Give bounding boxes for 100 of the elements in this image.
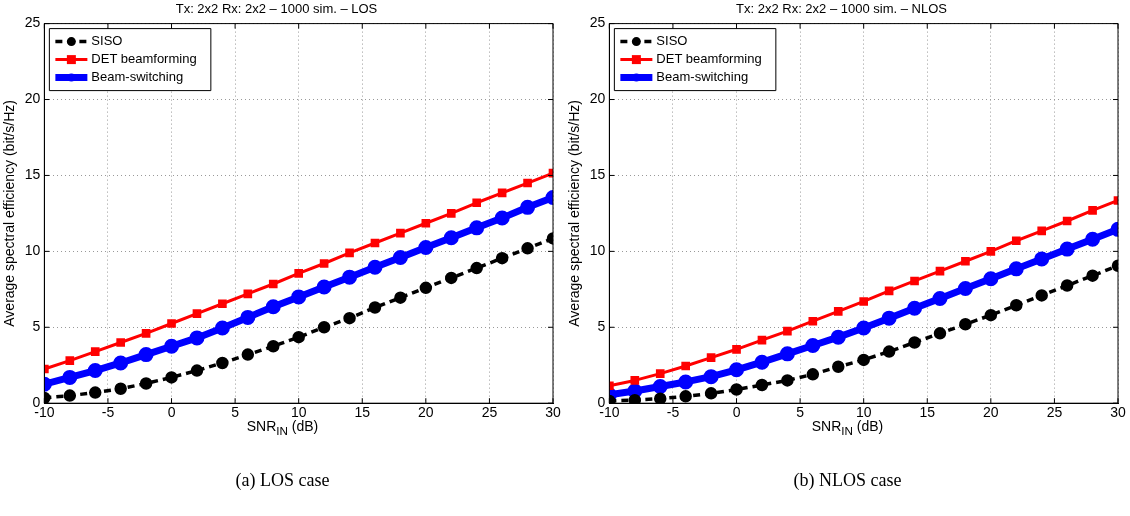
x-tick-label: 20: [418, 404, 434, 421]
point: [265, 299, 281, 315]
x-tick-label: 5: [796, 404, 805, 421]
point: [704, 387, 718, 400]
legend-label: DET beamforming: [656, 51, 762, 67]
point: [781, 374, 794, 387]
point: [138, 347, 154, 363]
point: [881, 310, 897, 326]
chart-title: Tx: 2x2 Rx: 2x2 – 1000 sim. – NLOS: [736, 1, 948, 17]
point: [984, 308, 998, 322]
point: [343, 311, 356, 325]
x-tick-label: 20: [983, 404, 999, 421]
point: [291, 289, 307, 305]
point: [933, 327, 947, 340]
point: [630, 376, 640, 385]
x-tick-label: 5: [231, 404, 240, 421]
point: [116, 338, 125, 347]
point: [935, 266, 945, 276]
point: [1059, 241, 1075, 257]
point: [443, 230, 459, 246]
point: [703, 369, 719, 385]
point: [319, 259, 329, 268]
point: [908, 336, 921, 349]
point: [216, 356, 229, 370]
point: [494, 210, 510, 226]
point: [165, 371, 178, 384]
point: [1035, 289, 1048, 302]
point: [907, 300, 923, 316]
point: [961, 256, 970, 266]
point: [652, 379, 668, 394]
point: [497, 188, 507, 198]
point: [114, 382, 127, 396]
point: [317, 321, 331, 334]
x-tick-label: 0: [167, 404, 176, 421]
point: [859, 297, 869, 306]
legend-label: DET beamforming: [91, 51, 197, 67]
x-tick-label: 25: [1046, 404, 1063, 421]
y-tick-label: 15: [589, 166, 606, 183]
y-tick-label: 10: [24, 242, 41, 259]
point: [470, 261, 483, 275]
point: [113, 355, 129, 371]
point: [627, 383, 643, 399]
y-tick-label: 5: [32, 318, 41, 335]
point: [392, 249, 408, 265]
x-tick-label: 15: [354, 404, 371, 421]
point: [241, 348, 255, 361]
point: [882, 345, 896, 358]
point: [345, 248, 354, 258]
point: [808, 316, 818, 326]
point: [243, 289, 253, 299]
point: [469, 220, 485, 236]
point: [1008, 261, 1024, 277]
point: [1088, 206, 1097, 215]
y-tick-label: 20: [24, 90, 41, 107]
point: [754, 354, 770, 370]
point: [932, 290, 948, 306]
point: [446, 209, 456, 218]
legend-label: SISO: [656, 33, 688, 49]
point: [189, 330, 205, 346]
point: [755, 378, 769, 392]
point: [628, 393, 642, 404]
point: [1011, 236, 1021, 246]
point: [164, 338, 180, 354]
x-tick-label: 30: [545, 404, 561, 421]
point: [983, 271, 999, 287]
point: [806, 368, 820, 381]
point: [520, 199, 536, 215]
x-tick-label: 0: [732, 404, 741, 421]
legend-label: Beam-switching: [656, 69, 749, 85]
point: [521, 242, 534, 255]
x-axis-title: SNR$_{IN}$ (dB): [244, 418, 321, 437]
point: [141, 329, 151, 338]
point: [190, 364, 204, 377]
point: [805, 338, 821, 353]
point: [830, 329, 846, 345]
x-tick-label: -5: [101, 404, 115, 421]
point: [1062, 216, 1072, 226]
y-axis-title: Average spectral efficiency (bit/s/Hz): [566, 100, 583, 327]
point: [910, 276, 919, 286]
point: [63, 389, 77, 402]
point: [783, 326, 792, 336]
point: [1037, 226, 1047, 236]
text: (a) LOS case: [234, 470, 331, 491]
point: [653, 392, 667, 404]
y-tick-label: 10: [589, 242, 606, 259]
point: [706, 353, 716, 362]
legend-label: SISO: [91, 33, 123, 49]
point: [268, 279, 278, 289]
point: [370, 238, 380, 248]
point: [679, 390, 692, 403]
y-axis-title: Average spectral efficiency (bit/s/Hz): [1, 100, 18, 327]
point: [394, 291, 407, 304]
point: [779, 346, 795, 362]
point: [1060, 279, 1074, 292]
point: [419, 281, 433, 295]
point: [655, 369, 665, 378]
point: [1034, 251, 1050, 267]
point: [884, 286, 894, 296]
point: [294, 269, 304, 278]
point: [267, 340, 280, 353]
